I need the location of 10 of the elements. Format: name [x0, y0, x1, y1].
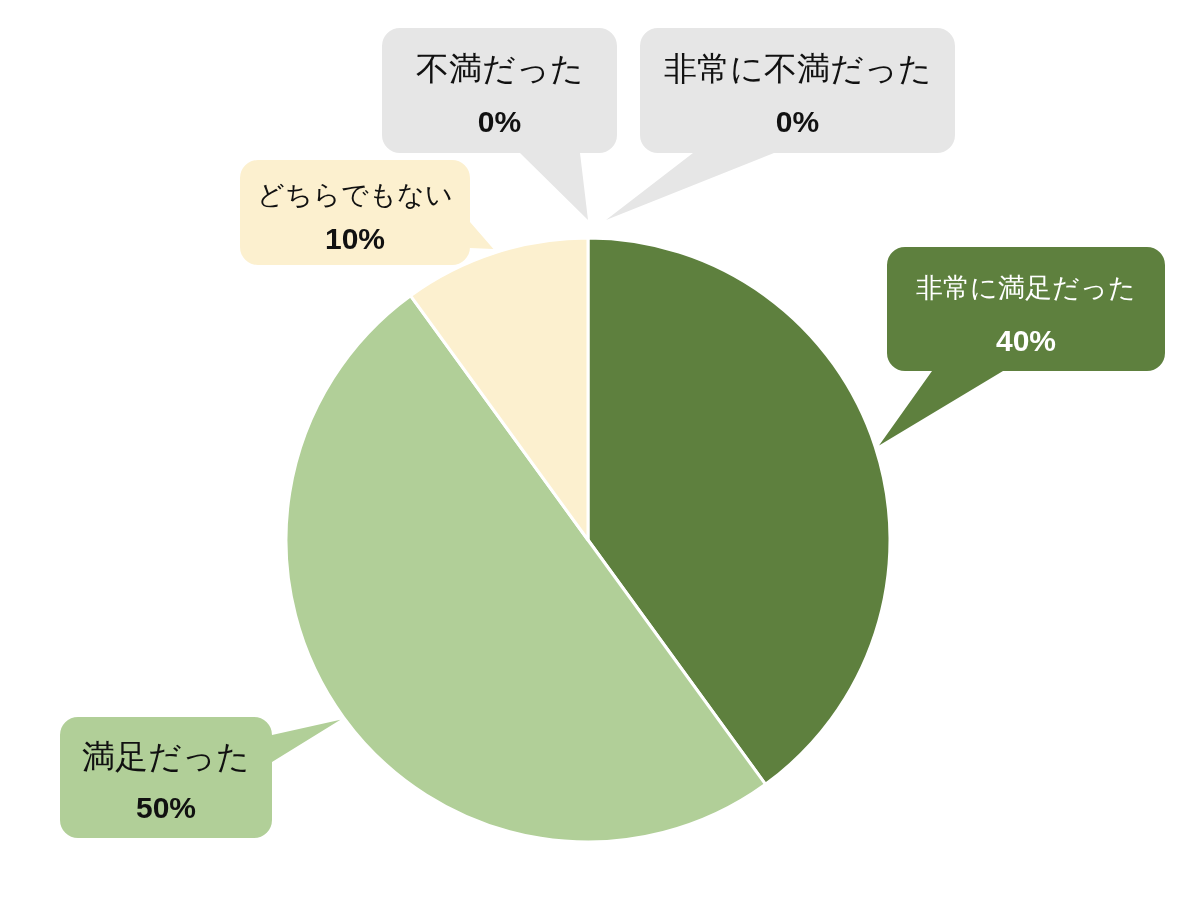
category-label: 非常に満足だった — [916, 272, 1136, 303]
value-label: 50% — [136, 791, 196, 825]
value-label: 0% — [775, 105, 820, 139]
category-label: どちらでもない — [257, 179, 453, 210]
value-label: 0% — [477, 105, 522, 139]
category-label: 不満だった — [415, 51, 584, 88]
value-label: 10% — [325, 222, 385, 256]
category-label: 満足だった — [82, 738, 250, 775]
value-label: 40% — [996, 323, 1056, 357]
category-label: 非常に不満だった — [663, 51, 932, 88]
